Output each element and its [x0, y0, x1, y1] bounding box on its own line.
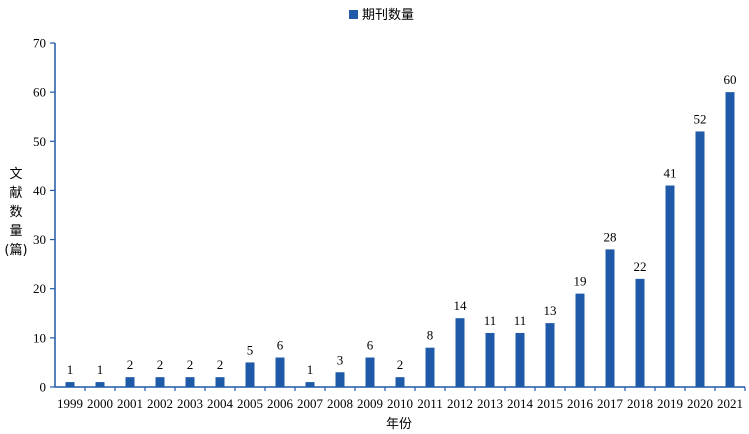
- x-tick-label: 2008: [327, 396, 353, 411]
- data-label-2008: 3: [337, 352, 344, 367]
- x-tick-label: 2015: [537, 396, 563, 411]
- y-tick-label: 50: [33, 134, 46, 149]
- x-tick-label: 2002: [147, 396, 173, 411]
- x-tick-label: 2009: [357, 396, 383, 411]
- data-label-2004: 2: [217, 357, 224, 372]
- bar-2007: [305, 382, 315, 387]
- y-axis-title-char: 数: [9, 205, 22, 220]
- x-tick-label: 2000: [87, 396, 113, 411]
- data-label-2017: 28: [604, 229, 617, 244]
- bar-2010: [395, 377, 405, 387]
- bar-2009: [365, 357, 375, 387]
- bar-2000: [95, 382, 105, 387]
- data-label-2014: 11: [514, 313, 527, 328]
- data-label-2018: 22: [634, 259, 647, 274]
- x-tick-label: 2003: [177, 396, 203, 411]
- data-label-2016: 19: [574, 274, 587, 289]
- y-tick-label: 70: [33, 36, 46, 51]
- legend-swatch: [349, 10, 358, 19]
- data-label-2003: 2: [187, 357, 194, 372]
- data-label-2012: 14: [454, 298, 468, 313]
- data-label-2009: 6: [367, 338, 374, 353]
- x-tick-label: 1999: [57, 396, 83, 411]
- bar-2013: [485, 332, 495, 387]
- x-tick-label: 2004: [207, 396, 234, 411]
- x-tick-label: 2014: [507, 396, 534, 411]
- bar-2020: [695, 131, 705, 387]
- y-tick-label: 0: [40, 380, 47, 395]
- bar-2003: [185, 377, 195, 387]
- data-label-1999: 1: [67, 362, 74, 377]
- bar-2002: [155, 377, 165, 387]
- x-tick-label: 2007: [297, 396, 324, 411]
- bar-2008: [335, 372, 345, 387]
- bar-2017: [605, 249, 615, 387]
- y-axis-title-char: (篇): [4, 243, 27, 258]
- bar-2015: [545, 323, 555, 387]
- bar-1999: [65, 382, 75, 387]
- bar-2019: [665, 185, 675, 387]
- x-axis-title: 年份: [386, 417, 412, 432]
- data-label-2002: 2: [157, 357, 164, 372]
- bar-2006: [275, 357, 285, 387]
- bar-2001: [125, 377, 135, 387]
- x-tick-label: 2012: [447, 396, 473, 411]
- x-tick-label: 2020: [687, 396, 713, 411]
- bar-2021: [725, 92, 735, 388]
- y-tick-label: 40: [33, 183, 46, 198]
- data-label-2015: 13: [544, 303, 557, 318]
- data-label-2020: 52: [694, 111, 707, 126]
- bar-2018: [635, 278, 645, 387]
- bar-2011: [425, 347, 435, 387]
- legend-label: 期刊数量: [362, 8, 414, 23]
- y-tick-label: 10: [33, 330, 46, 345]
- y-axis-title-char: 献: [9, 186, 22, 201]
- x-tick-label: 2013: [477, 396, 503, 411]
- data-label-2013: 11: [484, 313, 497, 328]
- y-tick-label: 60: [33, 85, 46, 100]
- data-label-2007: 1: [307, 362, 314, 377]
- x-tick-label: 2001: [117, 396, 143, 411]
- x-tick-label: 2017: [597, 396, 624, 411]
- data-label-2000: 1: [97, 362, 104, 377]
- bar-2016: [575, 293, 585, 387]
- y-axis-title-char: 量: [9, 224, 22, 239]
- data-label-2005: 5: [247, 342, 254, 357]
- y-axis-title-char: 文: [9, 167, 22, 182]
- x-tick-label: 2019: [657, 396, 683, 411]
- x-tick-label: 2010: [387, 396, 413, 411]
- bar-2012: [455, 318, 465, 387]
- x-tick-label: 2021: [717, 396, 743, 411]
- x-tick-label: 2005: [237, 396, 263, 411]
- x-tick-label: 2006: [267, 396, 294, 411]
- bar-2014: [515, 332, 525, 387]
- x-tick-label: 2016: [567, 396, 594, 411]
- y-tick-label: 30: [33, 232, 46, 247]
- bar-2004: [215, 377, 225, 387]
- data-label-2021: 60: [724, 72, 737, 87]
- x-tick-label: 2018: [627, 396, 653, 411]
- y-tick-label: 20: [33, 281, 46, 296]
- bars: [65, 92, 735, 388]
- x-tick-label: 2011: [417, 396, 443, 411]
- data-label-2001: 2: [127, 357, 134, 372]
- data-label-2010: 2: [397, 357, 404, 372]
- data-label-2006: 6: [277, 338, 284, 353]
- legend: 期刊数量: [349, 8, 414, 23]
- data-label-2011: 8: [427, 328, 434, 343]
- data-label-2019: 41: [664, 166, 677, 181]
- bar-2005: [245, 362, 255, 387]
